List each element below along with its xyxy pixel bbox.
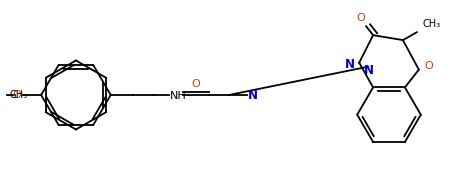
Text: O: O [424,61,433,71]
Text: N: N [344,58,354,71]
Text: O: O [12,90,21,100]
Text: N: N [248,89,258,102]
Text: O: O [356,13,365,23]
Text: N: N [364,64,373,77]
Text: CH₃: CH₃ [422,19,440,29]
Text: NH: NH [170,91,187,101]
Text: CH₃: CH₃ [9,90,27,100]
Text: O: O [192,79,200,89]
